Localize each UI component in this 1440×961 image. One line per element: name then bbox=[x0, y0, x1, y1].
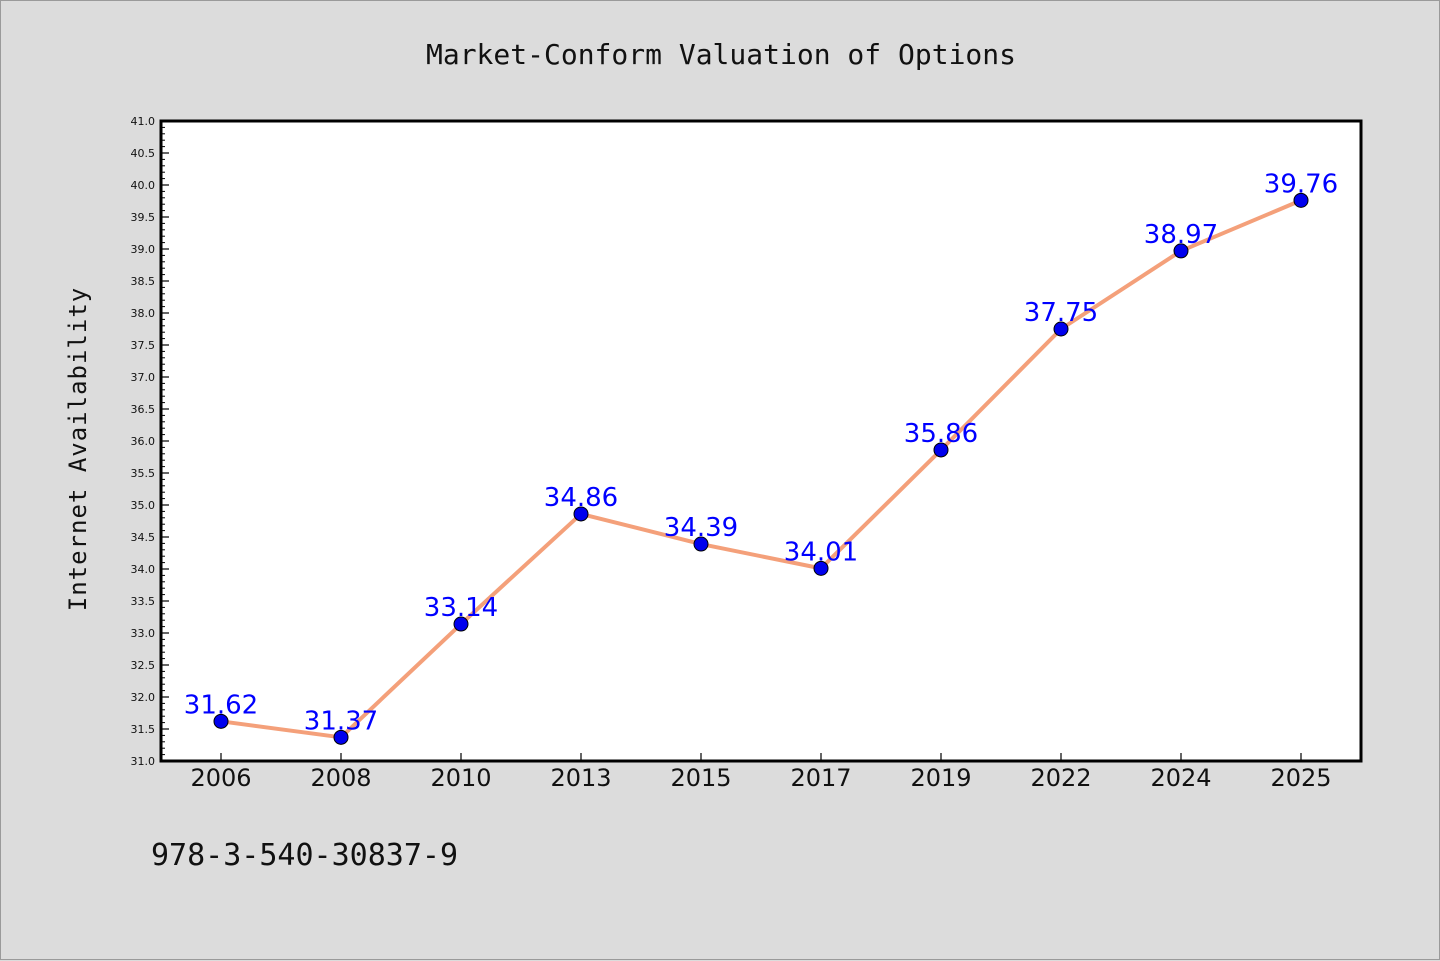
data-label: 39.76 bbox=[1264, 169, 1338, 199]
data-point bbox=[1173, 243, 1189, 259]
data-label: 34.01 bbox=[784, 537, 858, 567]
x-tick-label: 2008 bbox=[310, 764, 371, 792]
isbn-text: 978-3-540-30837-9 bbox=[151, 838, 458, 873]
x-tick-label: 2017 bbox=[790, 764, 851, 792]
x-tick-label: 2024 bbox=[1150, 764, 1211, 792]
x-axis: 2006 2008 2010 2013 2015 2017 2019 2022 2024 2025 bbox=[190, 753, 1332, 792]
data-point bbox=[573, 506, 589, 522]
x-tick-label: 2006 bbox=[190, 764, 251, 792]
data-point bbox=[1293, 192, 1309, 208]
data-point bbox=[213, 713, 229, 729]
data-label: 38.97 bbox=[1144, 220, 1218, 250]
data-point bbox=[1053, 321, 1069, 337]
y-axis: 31.0 31.5 32.0 32.5 33.0 33.5 34.0 34.5 35.0 35.5… bbox=[131, 115, 169, 768]
data-point bbox=[333, 729, 349, 745]
data-label: 34.39 bbox=[664, 513, 738, 543]
y-tick-label: 40.0 bbox=[131, 179, 156, 192]
data-point bbox=[813, 560, 829, 576]
y-tick-label: 33.0 bbox=[131, 627, 156, 640]
y-tick-label: 38.5 bbox=[131, 275, 156, 288]
series-group bbox=[213, 192, 1309, 745]
x-tick-label: 2010 bbox=[430, 764, 491, 792]
data-label: 37.75 bbox=[1024, 298, 1098, 328]
y-tick-label: 38.0 bbox=[131, 307, 156, 320]
y-tick-label: 31.5 bbox=[131, 723, 156, 736]
series-line bbox=[219, 198, 1303, 740]
x-tick-label: 2013 bbox=[550, 764, 611, 792]
y-tick-label: 33.5 bbox=[131, 595, 156, 608]
y-tick-label: 31.0 bbox=[131, 755, 156, 768]
data-label: 34.86 bbox=[544, 483, 618, 513]
data-point bbox=[693, 536, 709, 552]
y-tick-label: 37.5 bbox=[131, 339, 156, 352]
x-tick-label: 2025 bbox=[1270, 764, 1331, 792]
y-tick-label: 37.0 bbox=[131, 371, 156, 384]
x-tick-label: 2022 bbox=[1030, 764, 1091, 792]
y-tick-label: 35.0 bbox=[131, 499, 156, 512]
data-label: 31.62 bbox=[184, 690, 258, 720]
data-label: 31.37 bbox=[304, 706, 378, 736]
y-tick-label: 39.0 bbox=[131, 243, 156, 256]
y-tick-label: 32.5 bbox=[131, 659, 156, 672]
y-axis-label: Internet Availability bbox=[64, 287, 92, 611]
data-label: 33.14 bbox=[424, 593, 498, 623]
plot-area bbox=[159, 119, 1363, 763]
data-labels-group: 31.62 31.37 33.14 34.86 34.39 34.01 35.86 37.75… bbox=[184, 169, 1338, 736]
data-point bbox=[933, 442, 949, 458]
y-tick-label: 39.5 bbox=[131, 211, 156, 224]
y-tick-label: 36.5 bbox=[131, 403, 156, 416]
y-tick-label: 32.0 bbox=[131, 691, 156, 704]
y-tick-label: 35.5 bbox=[131, 467, 156, 480]
x-tick-label: 2015 bbox=[670, 764, 731, 792]
y-tick-label: 34.0 bbox=[131, 563, 156, 576]
x-tick-label: 2019 bbox=[910, 764, 971, 792]
y-tick-label: 40.5 bbox=[131, 147, 156, 160]
y-tick-label: 41.0 bbox=[131, 115, 156, 128]
data-point bbox=[453, 616, 469, 632]
data-label: 35.86 bbox=[904, 419, 978, 449]
chart-title: Market-Conform Valuation of Options bbox=[426, 38, 1016, 71]
y-tick-label: 36.0 bbox=[131, 435, 156, 448]
y-tick-label: 34.5 bbox=[131, 531, 156, 544]
